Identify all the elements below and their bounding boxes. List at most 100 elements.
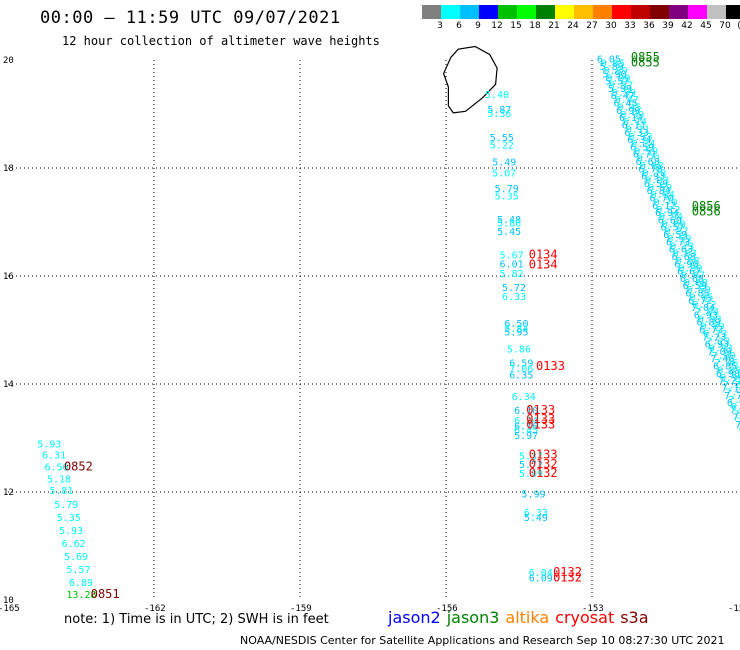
swh-value-label: 5.72 [519,460,543,471]
swh-value-label: 6.33 [629,132,653,143]
swh-value-label: 5.99 [612,88,636,99]
swh-value-label: 6.59 [509,359,533,370]
swh-value-label: 6.14 [623,117,647,128]
swh-value-label: 6.34 [512,392,536,403]
swh-value-label: 6.14 [619,113,643,124]
swh-value-label: 5.87 [487,105,511,116]
swh-value-label: 6.71 [637,154,661,165]
swh-value-label: 6.89 [700,322,724,333]
swh-value-label: 5.79 [54,500,78,511]
swh-value-label: 5.79 [495,184,519,195]
colorbar-swatch [479,5,498,19]
swh-value-label: 7.06 [509,364,533,375]
swh-value-label: 6.33 [625,128,649,139]
swh-value-label: 7.22 [723,380,740,391]
swh-value-label: 6.98 [716,369,740,380]
colorbar-label: 42 [681,21,693,31]
pass-time-label: 0851 [91,587,120,601]
swh-value-label: 7.58 [735,420,740,431]
swh-value-label: 7.46 [710,354,734,365]
swh-value-label: 6.59 [630,142,654,153]
y-tick-label: 18 [3,164,14,174]
swh-value-label: 6.67 [681,271,705,282]
colorbar-swatch [593,5,612,19]
legend-item-cryosat: cryosat [555,608,615,627]
swh-value-label: 6.72 [688,296,712,307]
swh-value-label: 6.68 [636,157,660,168]
colorbar-label: 15 [510,21,522,31]
colorbar-label: (ft) [732,21,740,31]
swh-value-label: 5.49 [524,513,548,524]
swh-value-label: 5.09 [519,469,543,480]
pass-time-label: 0134 [529,257,558,271]
swh-value-label: 6.73 [666,237,690,248]
swh-value-label: 6.63 [673,249,697,260]
y-tick-label: 12 [3,488,14,498]
x-tick-label: -156 [436,604,458,614]
credit-line: NOAA/NESDIS Center for Satellite Applica… [240,634,725,647]
swh-value-label: 6.94 [659,212,683,223]
colorbar-swatch [688,5,707,19]
colorbar-label: 6 [456,21,462,31]
y-tick-label: 20 [3,56,14,66]
swh-value-label: 6.98 [727,398,740,409]
pass-time-label: 0133 [526,403,555,417]
colorbar-swatch [517,5,536,19]
swh-value-label: 5.86 [507,345,531,356]
swh-value-label: 7.09 [708,347,732,358]
swh-value-label: 6.93 [645,176,669,187]
swh-value-label: 6.73 [703,329,727,340]
swh-value-label: 6.47 [611,91,635,102]
pass-time-label: 0133 [526,417,555,431]
x-tick-label: -153 [582,604,604,614]
colorbar-label: 3 [437,21,443,31]
swh-value-label: 5.90 [602,69,626,80]
swh-value-label: 7.22 [719,376,740,387]
swh-value-label: 5.95 [504,327,528,338]
swh-value-label: 6.12 [656,205,680,216]
swh-value-label: 6.90 [678,263,702,274]
pass-time-label: 0852 [64,459,93,473]
swh-value-label: 6.12 [652,201,676,212]
y-tick-label: 16 [3,272,14,282]
swh-value-label: 5.57 [605,77,629,88]
legend-item-jason3: jason3 [446,608,500,627]
swh-value-label: 6.68 [680,274,704,285]
pass-time-label: 0855 [631,50,660,64]
swh-value-label: 6.57 [661,223,685,234]
swh-value-label: 6.78 [638,164,662,175]
pass-time-label: 0133 [536,359,565,373]
swh-value-label: 6.45 [514,426,538,437]
swh-value-label: 6.70 [649,194,673,205]
colorbar-swatch [441,5,460,19]
swh-value-label: 6.85 [713,362,737,373]
colorbar-label: 33 [624,21,636,31]
swh-value-label: 5.49 [492,157,516,168]
swh-value-label: 6.98 [720,373,740,384]
swh-value-label: 5.57 [609,81,633,92]
swh-value-label: 7.70 [728,395,740,406]
swh-value-label: 6.78 [642,168,666,179]
x-tick-label: -165 [0,604,20,614]
swh-value-label: 5.35 [57,513,81,524]
pass-time-label: 0132 [553,571,582,585]
swh-value-label: 13.28 [66,590,96,601]
swh-value-label: 6.93 [694,310,718,321]
swh-value-label: 6.05 [597,55,621,66]
wave-height-colorbar [422,5,740,19]
swh-value-label: 6.90 [674,259,698,270]
swh-value-label: 6.04 [529,568,553,579]
swh-value-label: 5.67 [500,251,524,262]
swh-value-label: 5.22 [490,141,514,152]
swh-value-label: 5.69 [64,552,88,563]
swh-value-label: 6.99 [616,106,640,117]
swh-value-label: 5.55 [490,133,514,144]
legend-item-s3a: s3a [620,608,649,627]
colorbar-swatch [422,5,441,19]
swh-value-label: 6.50 [504,319,528,330]
colorbar-label: 30 [605,21,617,31]
swh-value-label: 5.36 [487,109,511,120]
swh-value-label: 6.63 [669,245,693,256]
swh-value-label: 7.19 [725,387,740,398]
colorbar-label: 24 [567,21,579,31]
